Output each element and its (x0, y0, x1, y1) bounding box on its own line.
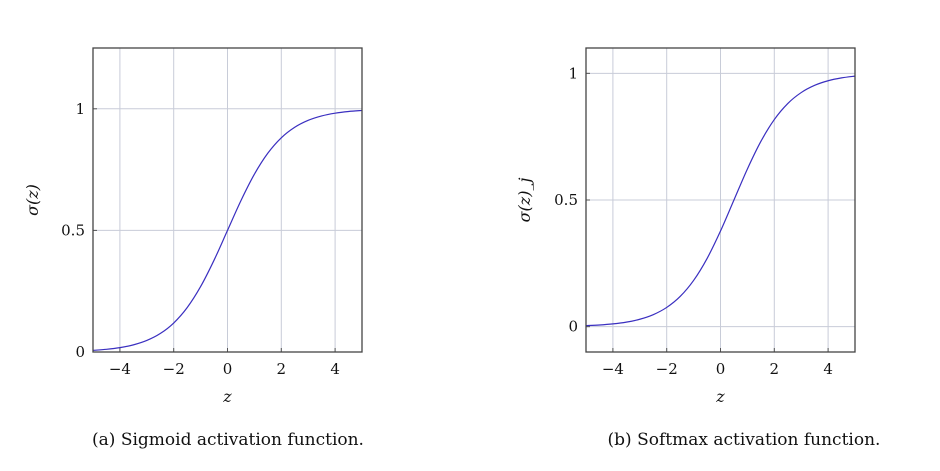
series-line-sigmoid (92, 109, 363, 351)
x-tick-label: −4 (602, 360, 624, 378)
y-tick-label: 1 (75, 100, 85, 118)
figure-caption: (b) Softmax activation function. (608, 430, 881, 450)
x-axis-label: z (222, 387, 232, 406)
y-tick-label: 1 (568, 64, 578, 82)
x-tick-label: 4 (330, 360, 340, 378)
y-axis-label: σ(z)_j (515, 178, 534, 223)
series-line-softmax (585, 75, 856, 327)
y-tick-label: 0 (568, 318, 578, 336)
chart-sigmoid: −4 −2 0 2 4 0 0.5 1 z σ(z) (a) Sigmoid activation … (23, 47, 364, 450)
y-axis-label: σ(z) (23, 184, 42, 216)
y-tick-label: 0.5 (554, 191, 578, 209)
x-tick-label: 2 (770, 360, 780, 378)
x-tick-label: 0 (223, 360, 233, 378)
x-tick-label: −2 (656, 360, 678, 378)
x-tick-label: −2 (163, 360, 185, 378)
plot-frame (92, 47, 363, 353)
plot-frame (585, 47, 856, 353)
figure-caption: (a) Sigmoid activation function. (92, 430, 364, 450)
x-tick-label: 2 (277, 360, 287, 378)
x-tick-label: −4 (109, 360, 131, 378)
y-tick-label: 0.5 (61, 221, 85, 239)
x-tick-label: 0 (716, 360, 726, 378)
x-axis-label: z (715, 387, 725, 406)
x-tick-label: 4 (823, 360, 833, 378)
chart-softmax: −4 −2 0 2 4 0 0.5 1 z σ(z)_j (b) Softmax activatio… (515, 47, 881, 450)
y-tick-label: 0 (75, 343, 85, 361)
